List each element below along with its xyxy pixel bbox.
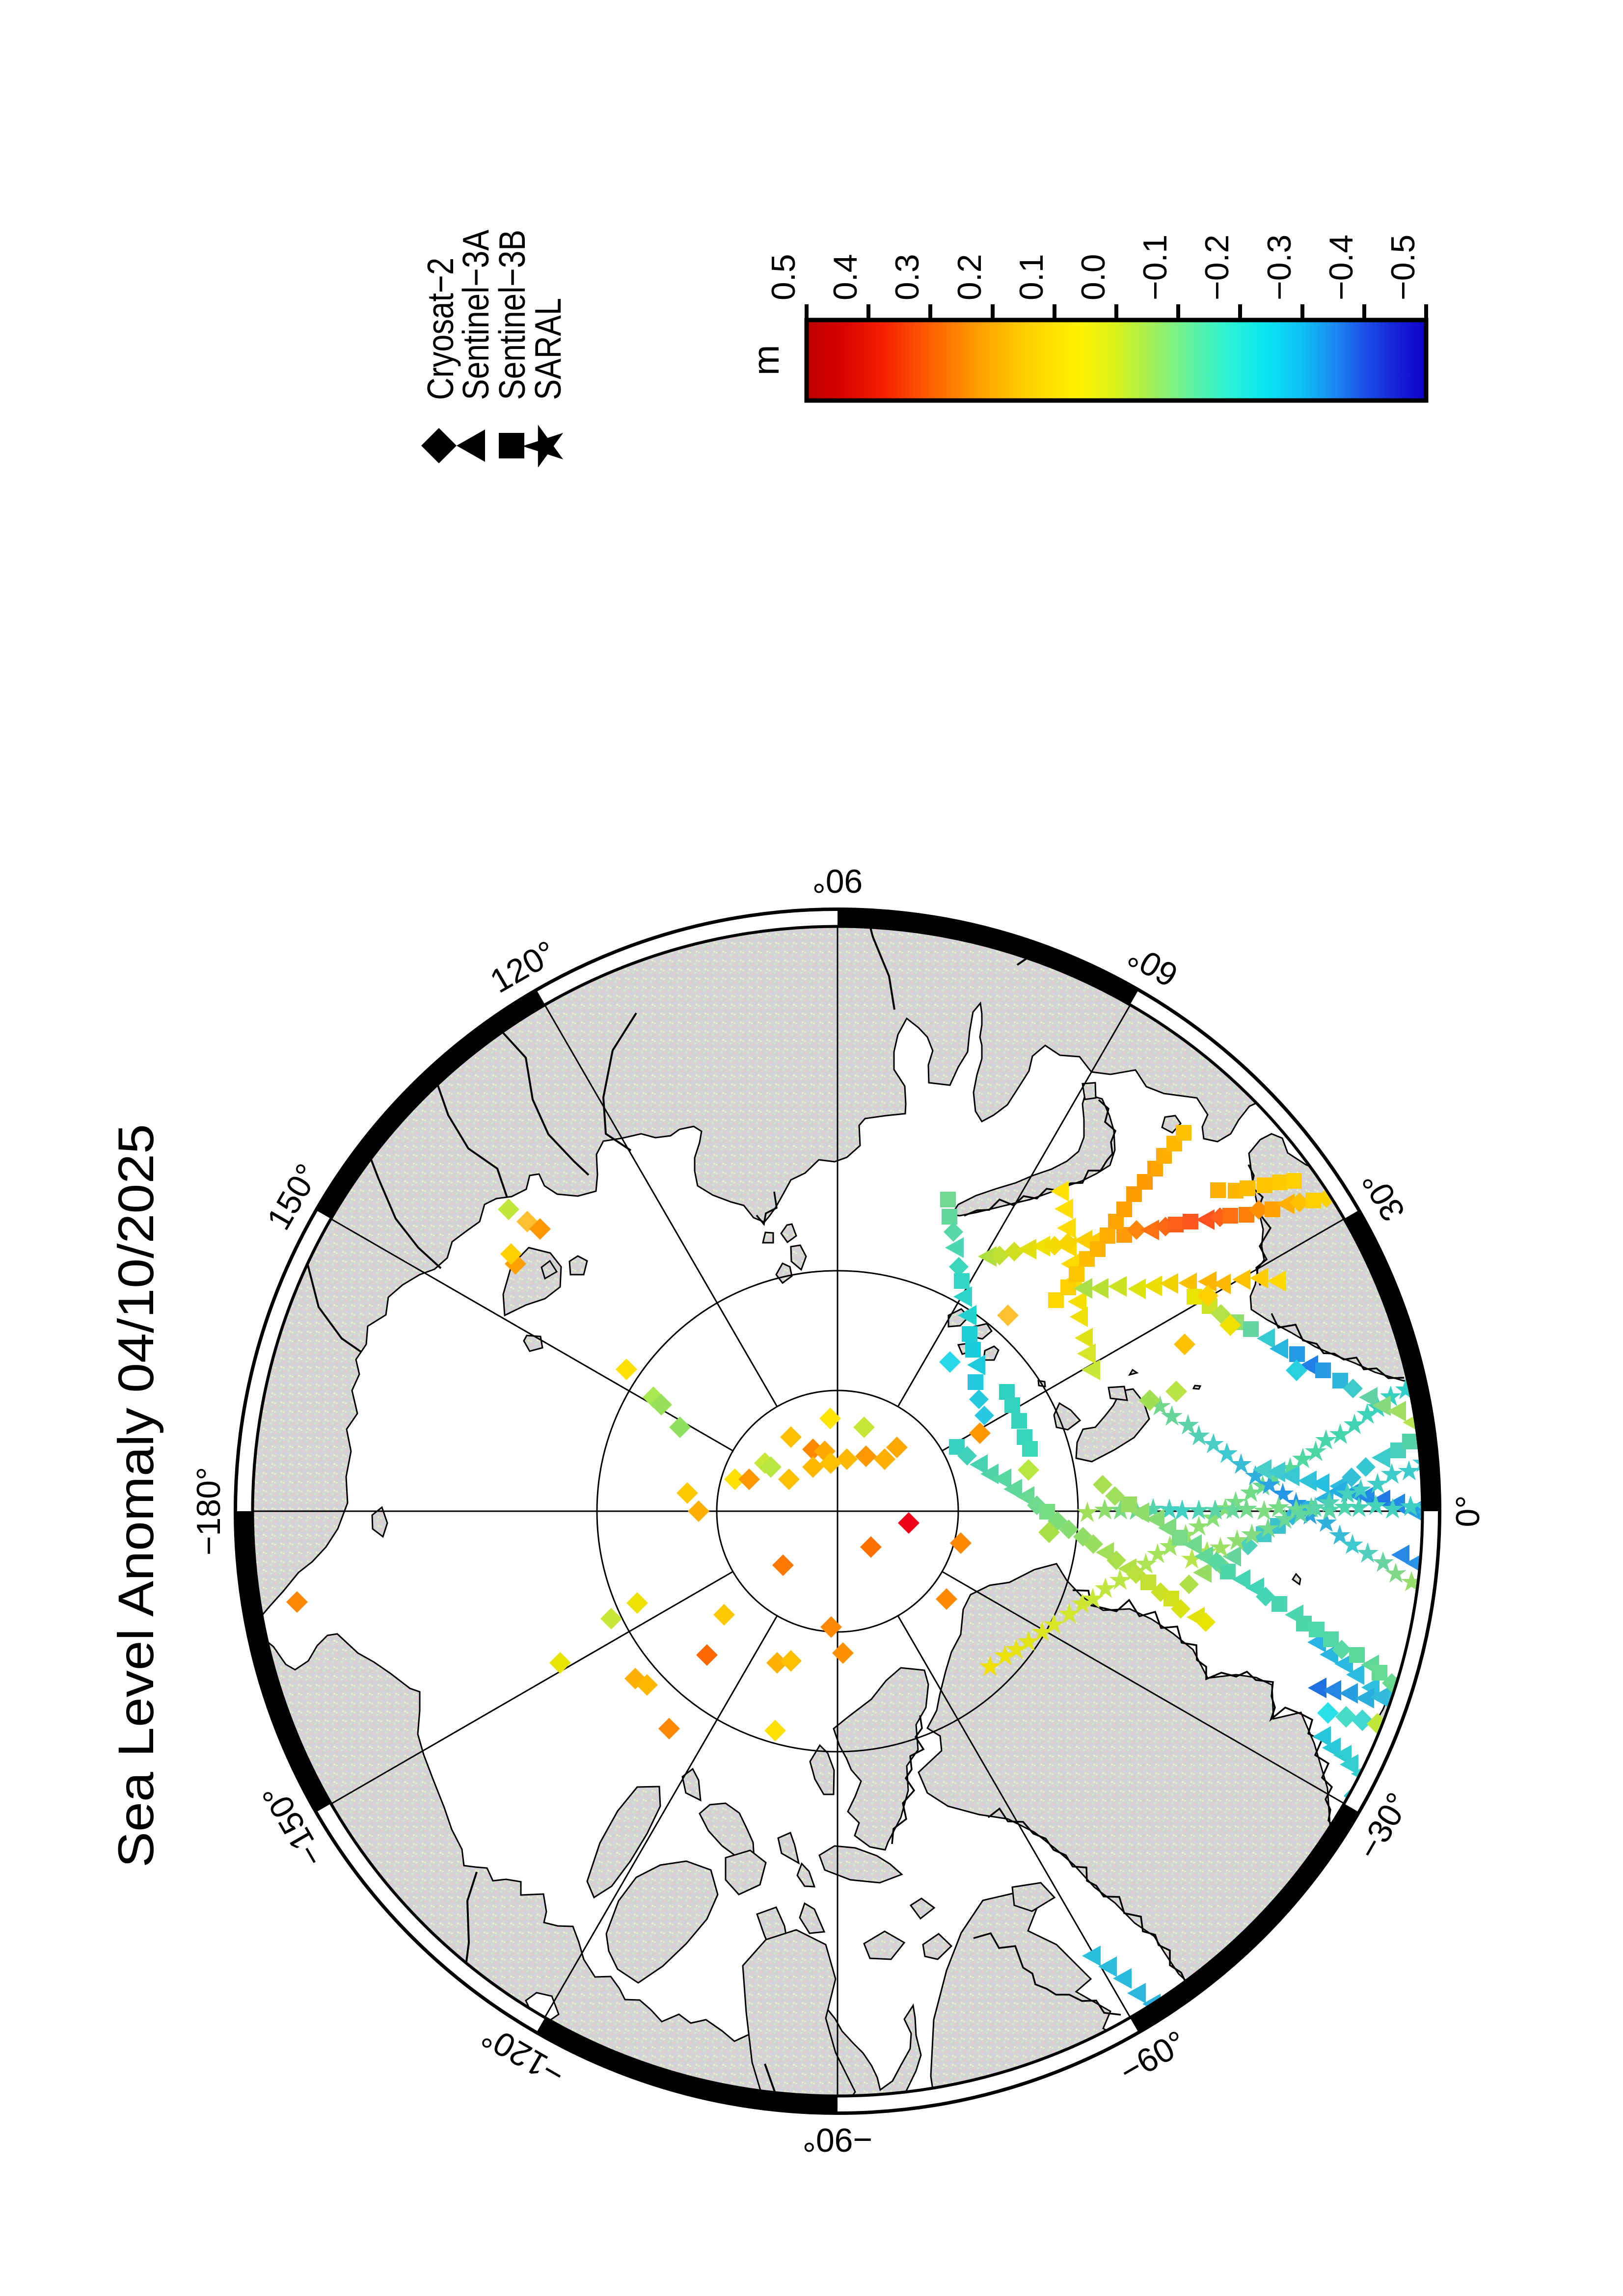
svg-text:Cryosat−2: Cryosat−2 [420,258,461,400]
svg-text:−0.5: −0.5 [1384,235,1422,300]
svg-text:−0.4: −0.4 [1323,235,1360,300]
svg-text:Sentinel−3A: Sentinel−3A [455,230,496,400]
svg-text:−0.3: −0.3 [1261,235,1298,300]
svg-text:0.4: 0.4 [827,254,864,300]
svg-text:0.5: 0.5 [765,254,802,300]
svg-text:0.0: 0.0 [1075,254,1112,300]
svg-text:90°: 90° [812,862,863,900]
svg-text:m: m [745,345,786,375]
svg-text:−90°: −90° [803,2121,873,2159]
svg-text:−180°: −180° [190,1467,227,1555]
svg-text:Sentinel−3B: Sentinel−3B [491,230,533,400]
svg-text:−0.1: −0.1 [1136,235,1174,300]
svg-text:0.3: 0.3 [889,254,926,300]
svg-text:0°: 0° [1449,1495,1487,1527]
svg-text:0.2: 0.2 [951,254,988,300]
svg-text:0.1: 0.1 [1013,254,1050,300]
svg-text:−0.2: −0.2 [1198,235,1236,300]
svg-text:SARAL: SARAL [527,298,568,400]
svg-text:Sea Level Anomaly 04/10/2025: Sea Level Anomaly 04/10/2025 [108,1124,164,1868]
